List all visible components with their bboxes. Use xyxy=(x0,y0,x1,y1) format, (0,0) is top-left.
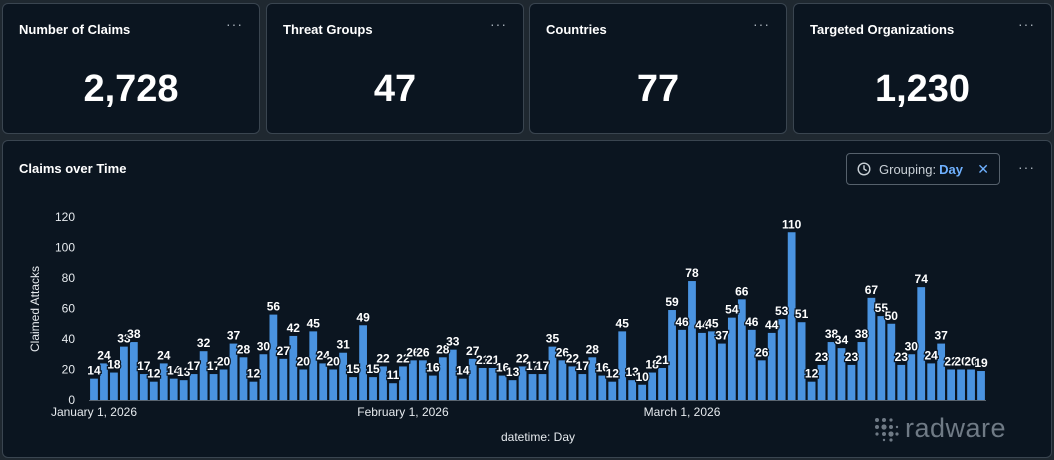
more-options-icon[interactable]: ··· xyxy=(490,16,507,32)
grouping-value: Day xyxy=(939,161,963,177)
stat-title: Number of Claims xyxy=(19,22,131,37)
stat-card-claims: Number of Claims ··· 2,728 xyxy=(2,3,260,134)
grouping-filter[interactable]: Grouping: Day ✕ xyxy=(846,153,1000,185)
stat-card-targeted-organizations: Targeted Organizations ··· 1,230 xyxy=(793,3,1052,134)
more-options-icon[interactable]: ··· xyxy=(1018,159,1035,175)
clock-icon xyxy=(857,162,871,176)
more-options-icon[interactable]: ··· xyxy=(226,16,243,32)
chart-title: Claims over Time xyxy=(19,161,127,176)
stat-value: 2,728 xyxy=(83,68,179,110)
more-options-icon[interactable]: ··· xyxy=(753,16,770,32)
stat-value: 47 xyxy=(373,68,417,110)
radware-brand: radware xyxy=(873,413,1006,444)
radware-logo-icon xyxy=(875,417,899,442)
stat-card-countries: Countries ··· 77 xyxy=(529,3,787,134)
more-options-icon[interactable]: ··· xyxy=(1018,16,1035,32)
stat-title: Threat Groups xyxy=(283,22,373,37)
brand-name: radware xyxy=(905,413,1007,443)
stat-title: Countries xyxy=(546,22,607,37)
clear-grouping-icon[interactable]: ✕ xyxy=(977,160,989,177)
stat-card-threat-groups: Threat Groups ··· 47 xyxy=(266,3,524,134)
stat-value: 77 xyxy=(636,68,680,110)
claims-over-time-panel: Claims over Time Grouping: Day ✕ ··· xyxy=(2,140,1052,458)
grouping-label: Grouping: xyxy=(879,161,937,177)
stat-title: Targeted Organizations xyxy=(810,22,955,37)
stat-value: 1,230 xyxy=(874,68,971,110)
